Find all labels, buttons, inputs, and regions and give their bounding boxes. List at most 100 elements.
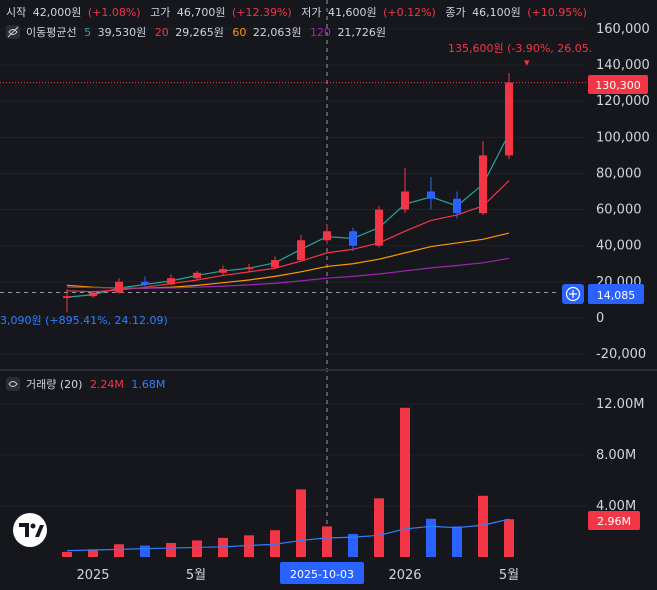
volume-bar <box>374 498 384 557</box>
ma60-period: 60 <box>232 26 246 39</box>
volume-ma-polyline <box>66 518 510 552</box>
candle-body <box>453 198 461 214</box>
ma-line-5 <box>66 133 510 298</box>
candle-body <box>141 281 149 285</box>
close-value: 46,100원 <box>472 6 521 19</box>
crosshair-date-text: 2025-10-03 <box>290 568 354 581</box>
candle-body <box>193 272 201 279</box>
ma-legend: 이동평균선 5 39,530원 20 29,265원 60 22,063원 12… <box>6 25 386 39</box>
last-price-label: 130,300 <box>588 75 648 94</box>
volume-ma-line <box>66 518 510 552</box>
low-value: 41,600원 <box>328 6 377 19</box>
high-annotation: 135,600원 (-3.90%, 26.05. <box>448 42 592 55</box>
low-change: (+0.12%) <box>383 6 436 19</box>
price-tick-label: 100,000 <box>596 130 650 145</box>
ma-line-120 <box>66 257 510 289</box>
volume-tick-label: 12.00M <box>596 397 644 412</box>
volume-value: 2.24M <box>90 378 124 391</box>
candle-body <box>505 82 513 156</box>
ma20-value: 29,265원 <box>175 26 224 39</box>
volume-bar <box>426 518 436 557</box>
high-value: 46,700원 <box>177 6 226 19</box>
volume-bar <box>270 530 280 557</box>
svg-text:이동평균선 5 39,530원: 이동평균선 5 39,530원 20 29,265원 60 22,063원 12… <box>26 26 386 39</box>
volume-bar <box>140 545 150 557</box>
time-tick-label: 2025 <box>76 568 109 583</box>
volume-bar <box>88 549 98 557</box>
candle-body <box>219 269 227 273</box>
grid-lines <box>0 28 586 507</box>
visibility-toggle-icon[interactable] <box>6 25 20 39</box>
candle-body <box>245 267 253 270</box>
svg-text:거래량 (20) 2.24M 1.6: 거래량 (20) 2.24M 1.68M <box>26 378 165 391</box>
volume-bar <box>192 540 202 557</box>
volume-ma-value: 1.68M <box>131 378 165 391</box>
time-tick-label: 5월 <box>499 568 519 583</box>
crosshair-price-label: 14,085 <box>562 284 644 304</box>
time-tick-label: 2026 <box>388 568 421 583</box>
price-tick-label: 140,000 <box>596 58 650 73</box>
volume-bar <box>166 542 176 557</box>
volume-tick-label: 8.00M <box>596 448 636 463</box>
candle-body <box>401 191 409 210</box>
volume-bar <box>322 526 332 557</box>
price-tick-label: 160,000 <box>596 22 650 37</box>
price-tick-label: 120,000 <box>596 94 650 109</box>
moving-average-lines <box>66 133 510 298</box>
volume-tick-label: 4.00M <box>596 499 636 514</box>
candle-body <box>115 281 123 293</box>
ma120-period: 120 <box>310 26 331 39</box>
high-label: 고가 <box>150 6 170 19</box>
candle-body <box>323 231 331 241</box>
ma-legend-label: 이동평균선 <box>26 26 77 39</box>
low-annotation: 3,090원 (+895.41%, 24.12.09) <box>0 314 168 327</box>
ma5-period: 5 <box>84 26 91 39</box>
volume-bar <box>244 535 254 557</box>
candle-body <box>479 155 487 214</box>
last-volume-label: 2.96M <box>588 511 640 530</box>
volume-bar <box>452 526 462 557</box>
candle-body <box>349 231 357 246</box>
time-axis: 2025 5월 2026 5월 <box>76 568 519 583</box>
candle-body <box>427 191 435 199</box>
volume-label: 거래량 (20) <box>26 378 82 391</box>
volume-bar <box>114 544 124 557</box>
candle-body <box>89 292 97 297</box>
candle-body <box>63 296 71 299</box>
ma5-value: 39,530원 <box>98 26 147 39</box>
candle-body <box>297 240 305 261</box>
low-label: 저가 <box>301 6 321 19</box>
high-marker-arrow: ▾ <box>524 56 530 69</box>
volume-axis: 12.00M 8.00M 4.00M <box>596 397 644 514</box>
ma20-period: 20 <box>155 26 169 39</box>
visibility-toggle-icon[interactable] <box>6 377 20 391</box>
plus-circle-icon <box>565 286 581 302</box>
close-change: (+10.95%) <box>527 6 587 19</box>
price-tick-label: -20,000 <box>596 347 646 362</box>
crosshair-date-label: 2025-10-03 <box>280 562 364 584</box>
price-tick-label: 80,000 <box>596 166 642 181</box>
last-volume-text: 2.96M <box>597 515 631 528</box>
ohlc-legend: 시작 42,000원 (+1.08%) 고가 46,700원 (+12.39%)… <box>6 6 587 19</box>
last-price-text: 130,300 <box>595 79 641 92</box>
ma120-value: 21,726원 <box>337 26 386 39</box>
volume-bar <box>504 519 514 557</box>
volume-bar <box>400 407 410 557</box>
open-label: 시작 <box>6 6 26 19</box>
tradingview-logo-icon[interactable] <box>13 513 47 547</box>
volume-bar <box>296 489 306 557</box>
close-label: 종가 <box>445 6 465 19</box>
volume-bar <box>218 537 228 557</box>
crosshair-price-text: 14,085 <box>597 289 636 302</box>
open-change: (+1.08%) <box>88 6 141 19</box>
volume-bars <box>62 407 514 557</box>
volume-bar <box>348 534 358 557</box>
high-change: (+12.39%) <box>232 6 292 19</box>
ma60-value: 22,063원 <box>253 26 302 39</box>
add-alert-button[interactable] <box>562 284 584 304</box>
candle-body <box>271 260 279 268</box>
price-tick-label: 60,000 <box>596 203 642 218</box>
volume-bar <box>62 551 72 557</box>
